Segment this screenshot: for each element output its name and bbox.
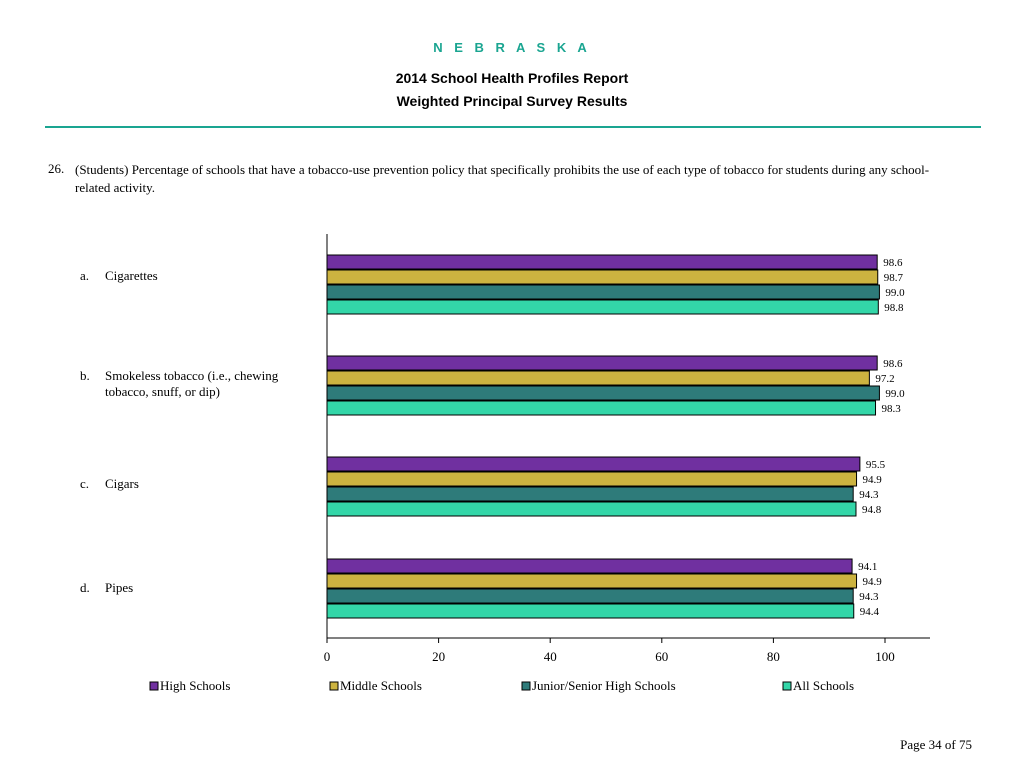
data-label-high-schools-2: 98.6 bbox=[883, 358, 903, 370]
bar-junior-senior-high-schools-4 bbox=[326, 588, 854, 604]
data-label-all-schools-1: 98.8 bbox=[884, 302, 904, 314]
x-tick-label-60: 60 bbox=[655, 649, 668, 664]
bar-high-schools-3 bbox=[326, 456, 861, 472]
category-letter-a: a. bbox=[80, 268, 90, 283]
data-label-high-schools-3: 95.5 bbox=[866, 459, 886, 471]
bar-all-schools-2 bbox=[326, 400, 877, 416]
x-tick-label-40: 40 bbox=[544, 649, 557, 664]
bar-middle-schools-4 bbox=[326, 573, 858, 589]
data-label-all-schools-4: 94.4 bbox=[860, 606, 880, 618]
category-label-pipes: Pipes bbox=[105, 580, 134, 595]
category-letter-b: b. bbox=[80, 368, 90, 383]
legend-swatch-all-schools bbox=[782, 681, 792, 691]
data-label-middle-schools-3: 94.9 bbox=[863, 474, 883, 486]
bar-middle-schools-3 bbox=[326, 471, 858, 487]
bar-junior-senior-high-schools-2 bbox=[326, 385, 880, 401]
header-divider bbox=[45, 126, 981, 128]
x-tick-label-80: 80 bbox=[767, 649, 780, 664]
bar-junior-senior-high-schools-1 bbox=[326, 284, 880, 300]
report-subtitle: Weighted Principal Survey Results bbox=[396, 93, 628, 109]
bar-high-schools-2 bbox=[326, 355, 878, 371]
bar-high-schools-4 bbox=[326, 558, 853, 574]
legend-label-junior-senior-high-schools: Junior/Senior High Schools bbox=[532, 678, 676, 693]
report-title: 2014 School Health Profiles Report bbox=[395, 70, 629, 86]
bar-middle-schools-2 bbox=[326, 370, 870, 386]
data-label-high-schools-1: 98.6 bbox=[883, 257, 903, 269]
legend-swatch-middle-schools bbox=[329, 681, 339, 691]
data-label-junior-senior-high-schools-4: 94.3 bbox=[859, 591, 879, 603]
x-tick-label-100: 100 bbox=[875, 649, 895, 664]
question-number: 26. bbox=[48, 161, 65, 176]
bar-high-schools-1 bbox=[326, 254, 878, 270]
legend-swatch-high-schools bbox=[149, 681, 159, 691]
data-label-junior-senior-high-schools-1: 99.0 bbox=[885, 287, 905, 299]
category-letter-c: c. bbox=[80, 476, 90, 491]
data-label-all-schools-2: 98.3 bbox=[882, 403, 902, 415]
category-letter-d: d. bbox=[80, 580, 90, 595]
legend-label-all-schools: All Schools bbox=[793, 678, 854, 693]
category-label-cigars: Cigars bbox=[105, 476, 139, 491]
state-name: N E B R A S K A bbox=[433, 40, 591, 55]
x-tick-label-20: 20 bbox=[432, 649, 445, 664]
data-label-junior-senior-high-schools-3: 94.3 bbox=[859, 489, 879, 501]
data-label-junior-senior-high-schools-2: 99.0 bbox=[885, 388, 905, 400]
data-label-high-schools-4: 94.1 bbox=[858, 561, 877, 573]
bar-all-schools-1 bbox=[326, 299, 879, 315]
question-text: (Students) Percentage of schools that ha… bbox=[75, 162, 930, 195]
legend-swatch-junior-senior-high-schools bbox=[521, 681, 531, 691]
legend-label-high-schools: High Schools bbox=[160, 678, 230, 693]
page-number: Page 34 of 75 bbox=[900, 737, 972, 752]
bar-all-schools-4 bbox=[326, 603, 855, 619]
data-label-all-schools-3: 94.8 bbox=[862, 504, 882, 516]
data-label-middle-schools-2: 97.2 bbox=[875, 373, 894, 385]
category-label-cigarettes: Cigarettes bbox=[105, 268, 158, 283]
x-tick-label-0: 0 bbox=[324, 649, 331, 664]
bar-junior-senior-high-schools-3 bbox=[326, 486, 854, 502]
category-label-smokeless: Smokeless tobacco (i.e., chewing tobacco… bbox=[105, 368, 279, 399]
bar-middle-schools-1 bbox=[326, 269, 879, 285]
data-label-middle-schools-4: 94.9 bbox=[863, 576, 883, 588]
legend-label-middle-schools: Middle Schools bbox=[340, 678, 422, 693]
bar-all-schools-3 bbox=[326, 501, 857, 517]
data-label-middle-schools-1: 98.7 bbox=[884, 272, 904, 284]
